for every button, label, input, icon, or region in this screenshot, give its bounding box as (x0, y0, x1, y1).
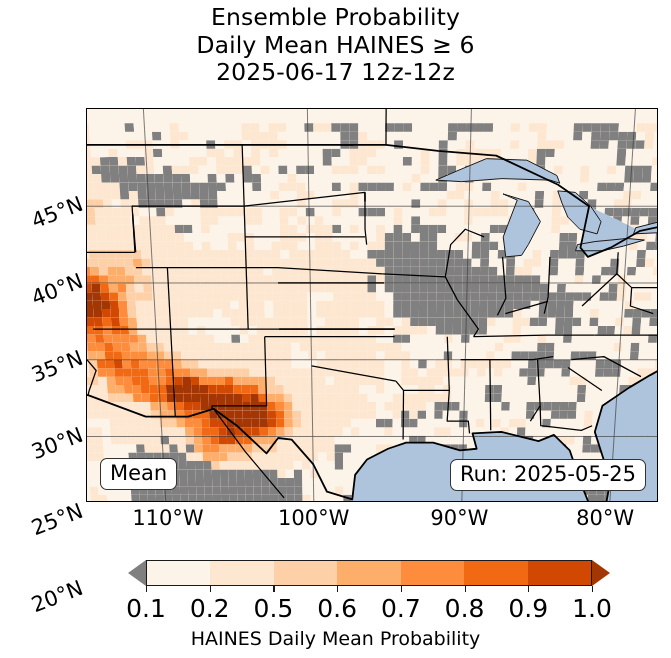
colorbar-tick (528, 586, 530, 592)
colorbar-tick-label: 0.8 (444, 594, 485, 623)
colorbar-band-5 (464, 561, 528, 585)
longitude-tick-label: 100°W (278, 506, 350, 530)
title-line-3: 2025-06-17 12z-12z (216, 58, 455, 87)
colorbar-band-2 (273, 561, 338, 585)
colorbar-band-6 (527, 561, 591, 585)
figure-title: Ensemble Probability Daily Mean HAINES ≥… (0, 3, 671, 87)
colorbar-strip: 0.1 0.2 0.5 0.6 0.7 0.8 0.9 1.0 (126, 560, 612, 623)
colorbar-over-arrow (592, 560, 610, 586)
colorbar-tick-label: 1.0 (572, 594, 612, 623)
map-plot-area: Mean Run: 2025-05-25 (86, 108, 658, 502)
longitude-tick-label: 110°W (132, 506, 204, 530)
colorbar-tick-label: 0.2 (189, 594, 230, 623)
colorbar-tick-label: 0.6 (317, 594, 358, 623)
colorbar-tick (209, 586, 211, 592)
colorbar-tick (273, 586, 275, 592)
mean-annotation-box: Mean (100, 457, 178, 490)
title-line-1: Ensemble Probability (211, 3, 460, 31)
colorbar: 0.1 0.2 0.5 0.6 0.7 0.8 0.9 1.0 HAINES Daily Me… (0, 556, 671, 658)
colorbar-tick-label: 0.1 (126, 594, 166, 623)
latitude-tick-label: 25°N (28, 499, 87, 541)
model-run-annotation-box: Run: 2025-05-25 (449, 458, 646, 491)
colorbar-under-arrow (128, 560, 146, 586)
colorbar-tick-label: 0.5 (253, 594, 294, 623)
colorbar-tick (400, 586, 403, 592)
colorbar-tick-label: 0.9 (508, 594, 549, 623)
title-line-2: Daily Mean HAINES ≥ 6 (196, 30, 475, 59)
colorbar-band-0 (147, 561, 211, 585)
colorbar-tick-label: 0.7 (380, 594, 421, 623)
longitude-tick-label: 90°W (430, 506, 489, 530)
probability-heatmap (87, 109, 657, 501)
latitude-tick-label: 30°N (28, 422, 87, 464)
colorbar-band-1 (210, 561, 274, 585)
colorbar-bands (146, 560, 592, 586)
colorbar-band-4 (400, 561, 465, 585)
colorbar-tick (337, 586, 339, 592)
latitude-tick-label: 35°N (28, 345, 87, 387)
colorbar-axis-label: HAINES Daily Mean Probability (190, 628, 481, 650)
latitude-tick-label: 40°N (28, 268, 87, 311)
longitude-tick-label: 80°W (576, 506, 635, 530)
colorbar-tick (146, 586, 148, 592)
colorbar-band-3 (337, 561, 401, 585)
colorbar-tick (592, 586, 594, 592)
colorbar-tick (464, 586, 466, 592)
latitude-tick-label: 45°N (28, 192, 87, 234)
